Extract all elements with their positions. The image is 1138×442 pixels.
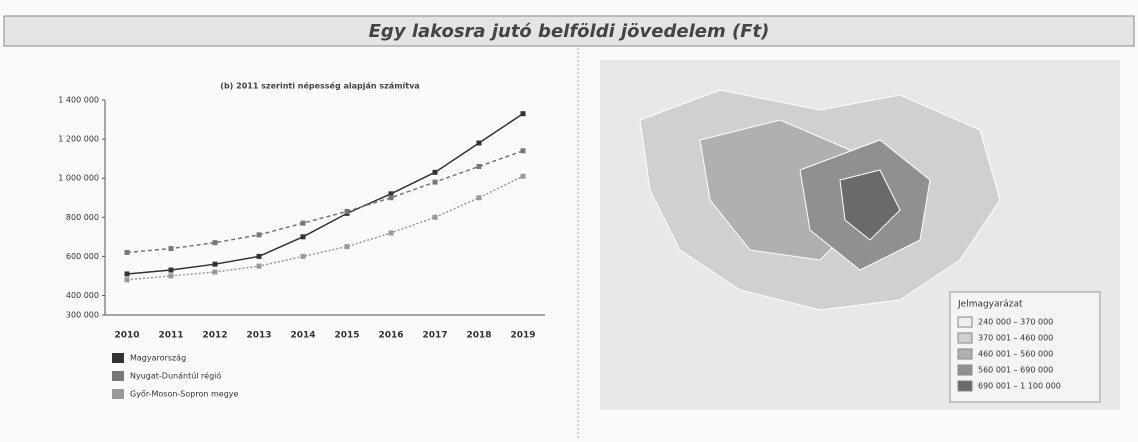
legend-label: Nyugat-Dunántúl régió [130, 371, 221, 381]
x-tick-label: 2019 [510, 331, 535, 341]
point [344, 244, 350, 250]
x-tick-label: 2016 [378, 331, 403, 341]
series-line [126, 113, 524, 275]
map-legend-label: 370 001 – 460 000 [978, 334, 1053, 343]
series-line [126, 175, 524, 281]
y-tick-label: 1 000 000 [58, 174, 99, 183]
title-banner [3, 15, 1135, 47]
x-tick-label: 2010 [114, 331, 139, 341]
point [256, 232, 262, 238]
point [256, 263, 262, 269]
point [212, 269, 218, 275]
map-region [839, 169, 901, 241]
point [212, 261, 218, 267]
point [344, 208, 350, 214]
point [388, 230, 394, 236]
point [124, 271, 130, 277]
x-tick-label: 2012 [202, 331, 227, 341]
y-tick-label: 800 000 [66, 213, 99, 222]
point [520, 111, 526, 117]
point [300, 220, 306, 226]
x-tick-label: 2015 [334, 331, 359, 341]
point [300, 234, 306, 240]
y-tick-label: 1 400 000 [58, 96, 99, 105]
point [476, 163, 482, 169]
map-legend-swatch [957, 380, 973, 392]
point [476, 195, 482, 201]
map-legend-swatch [957, 316, 973, 328]
point [124, 249, 130, 255]
map-legend-label: 690 001 – 1 100 000 [978, 382, 1061, 391]
point [520, 173, 526, 179]
x-tick-label: 2014 [290, 331, 315, 341]
point [432, 169, 438, 175]
point [212, 240, 218, 246]
page-title: Egy lakosra jutó belföldi jövedelem (Ft) [369, 21, 770, 42]
y-tick-label: 300 000 [66, 311, 99, 320]
point [168, 273, 174, 279]
series-line [126, 150, 524, 254]
point [168, 246, 174, 252]
point [388, 195, 394, 201]
map-legend-label: 560 001 – 690 000 [978, 366, 1053, 375]
point [256, 253, 262, 259]
x-tick-label: 2011 [158, 331, 183, 341]
y-tick-label: 1 200 000 [58, 135, 99, 144]
y-tick-label: 600 000 [66, 252, 99, 261]
point [432, 179, 438, 185]
map-legend-label: 240 000 – 370 000 [978, 318, 1053, 327]
x-tick-label: 2013 [246, 331, 271, 341]
point [520, 148, 526, 154]
map-legend-swatch [957, 364, 973, 376]
point [476, 140, 482, 146]
legend-label: Magyarország [130, 354, 186, 363]
point [388, 191, 394, 197]
point [300, 253, 306, 259]
map-legend-box [949, 291, 1101, 403]
point [168, 267, 174, 273]
point [432, 214, 438, 220]
y-tick-label: 400 000 [66, 291, 99, 300]
x-tick-label: 2017 [422, 331, 447, 341]
x-tick-label: 2018 [466, 331, 491, 341]
legend-swatch [112, 371, 124, 381]
legend-label: Győr-Moson-Sopron megye [130, 390, 239, 399]
map-legend-title: Jelmagyarázat [957, 300, 1023, 310]
legend-swatch [112, 353, 124, 363]
map-legend-label: 460 001 – 560 000 [978, 350, 1053, 359]
map-legend-swatch [957, 348, 973, 360]
point [124, 277, 130, 283]
map: Jelmagyarázat 240 000 – 370 000 370 001 – … [600, 60, 1120, 410]
chart-title: (b) 2011 szerinti népesség alapján számí… [220, 81, 419, 91]
legend-swatch [112, 389, 124, 399]
map-legend-swatch [957, 332, 973, 344]
